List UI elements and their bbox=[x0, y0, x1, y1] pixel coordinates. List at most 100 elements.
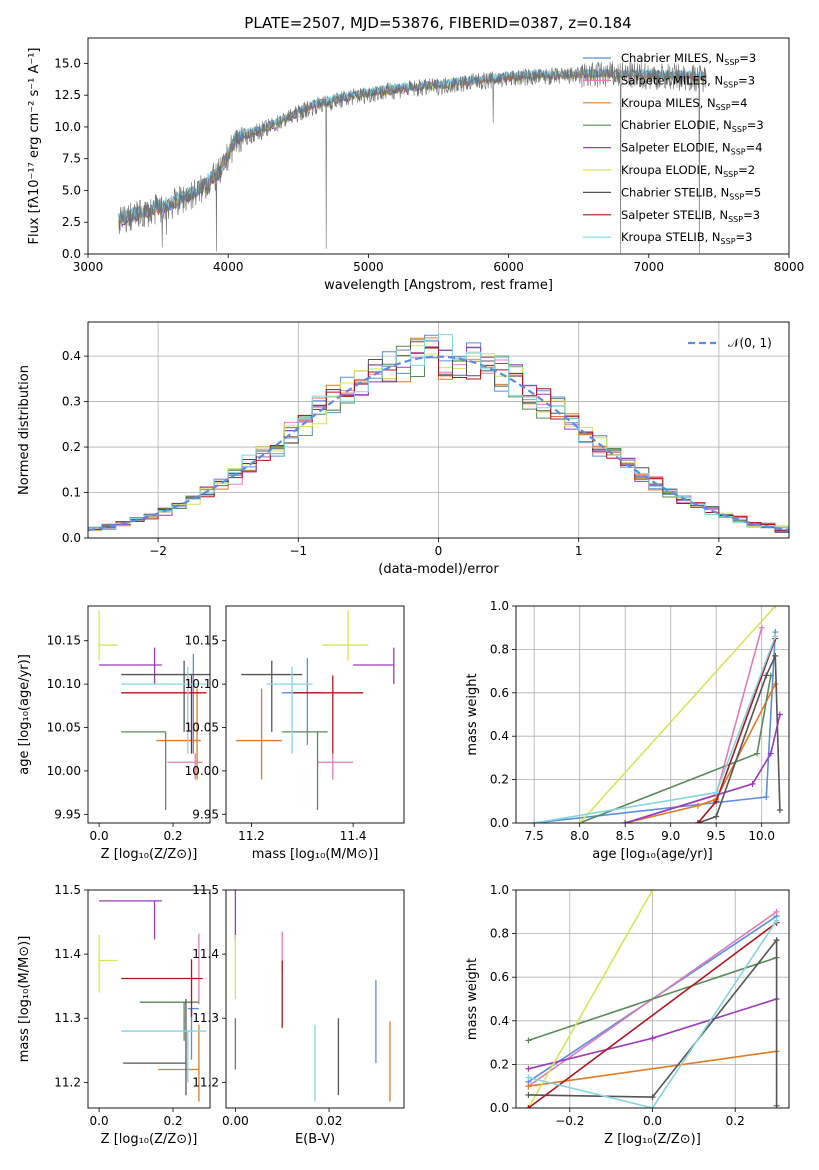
legend-subscript: SSP bbox=[716, 103, 731, 112]
errorbar-kroupa-miles bbox=[158, 1024, 200, 1102]
legend-label-salpeter-stelib: Salpeter STELIB, NSSP=3 bbox=[621, 208, 760, 224]
errorbar-salpeter-miles bbox=[191, 933, 200, 1005]
axes-frame bbox=[87, 321, 790, 539]
weight-marker-chabrier-stelib bbox=[525, 1091, 532, 1098]
weight-marker-chabrier-stelib bbox=[776, 806, 783, 813]
errorbar-chabrier-miles bbox=[187, 1007, 199, 1060]
errorbar-kroupa-elodie bbox=[98, 610, 118, 661]
weight-marker-salpeter-miles bbox=[758, 624, 765, 631]
y-tick-label: 0.2 bbox=[490, 773, 509, 787]
y-tick-label: 0.0 bbox=[490, 1101, 509, 1115]
legend-label-kroupa-elodie: Kroupa ELODIE, NSSP=2 bbox=[621, 163, 755, 179]
x-tick-label: 0.00 bbox=[222, 1114, 249, 1128]
axes-frame bbox=[225, 889, 405, 1109]
legend-label-kroupa-stelib: Kroupa STELIB, NSSP=3 bbox=[621, 230, 752, 246]
legend-count: =3 bbox=[736, 230, 753, 244]
weight-marker-kroupa-stelib bbox=[713, 789, 720, 796]
weight-marker-chabrier-elodie bbox=[525, 1037, 532, 1044]
x-axis-label: E(B-V) bbox=[295, 1132, 335, 1147]
weight-line-chabrier-stelib bbox=[528, 937, 778, 1106]
errorbar-kroupa-miles bbox=[156, 688, 201, 780]
histogram-step-salpeter-elodie bbox=[88, 340, 789, 532]
weight-line-kroupa-stelib bbox=[534, 636, 777, 823]
y-tick-label: 11.2 bbox=[192, 1075, 219, 1089]
x-axis-label: Z [log₁₀(Z/Z⊙)] bbox=[101, 1132, 198, 1147]
panel-spectrum: 3000 4000 5000 6000 7000 8000 0.0 2.5 5.0 7.5 10.0… bbox=[27, 37, 805, 293]
legend-subscript: SSP bbox=[721, 237, 736, 246]
weight-line-kroupa-stelib bbox=[528, 920, 778, 1108]
y-tick-label: 15.0 bbox=[54, 56, 81, 70]
y-axis-label: Flux [fλ10⁻¹⁷ erg cm⁻² s⁻¹ A⁻¹] bbox=[27, 48, 42, 245]
weight-marker-kroupa-elodie bbox=[772, 606, 779, 609]
y-axis-label: age [log₁₀(age/yr)] bbox=[17, 654, 32, 775]
errorbar-kroupa-stelib bbox=[121, 666, 207, 754]
weight-marker-chabrier-stelib bbox=[773, 937, 780, 944]
panel-weight-vs-Z: −0.2 0.0 0.2 0.0 0.2 0.4 0.6 0.8 1.0 Z [log₁₀(Z/Z… bbox=[465, 883, 790, 1147]
weight-marker-salpeter-stelib bbox=[525, 1105, 532, 1108]
plot-area bbox=[118, 61, 707, 254]
x-tick-label: 0.2 bbox=[163, 829, 182, 843]
legend-count: =4 bbox=[746, 141, 763, 155]
legend-count: =5 bbox=[744, 185, 761, 199]
y-tick-label: 0.2 bbox=[62, 440, 81, 454]
x-tick-label: 3000 bbox=[73, 260, 104, 274]
x-axis-label: wavelength [Angstrom, rest frame] bbox=[324, 278, 553, 293]
legend-label-salpeter-elodie: Salpeter ELODIE, NSSP=4 bbox=[621, 141, 763, 157]
weight-marker-salpeter-stelib bbox=[713, 798, 720, 805]
legend-count: =2 bbox=[738, 163, 755, 177]
y-tick-label: 10.15 bbox=[185, 634, 219, 648]
errorbar-chabrier-elodie bbox=[139, 1001, 199, 1041]
plot-area bbox=[516, 606, 789, 823]
weight-marker-chabrier-stelib bbox=[713, 813, 720, 820]
weight-marker-chabrier-stelib bbox=[649, 1094, 656, 1101]
y-tick-label: 0.2 bbox=[490, 1057, 509, 1071]
x-tick-label: 8000 bbox=[774, 260, 805, 274]
y-tick-label: 10.05 bbox=[185, 721, 219, 735]
weight-line-salpeter-elodie bbox=[624, 714, 781, 823]
plot-area bbox=[516, 890, 789, 1108]
x-axis-label: (data-model)/error bbox=[378, 562, 499, 577]
errorbar-chabrier-stelib bbox=[241, 660, 303, 732]
x-tick-label: 0.02 bbox=[316, 1114, 343, 1128]
legend-subscript: SSP bbox=[729, 192, 744, 201]
weight-marker-kroupa-elodie bbox=[649, 890, 656, 893]
x-tick-label: −0.2 bbox=[555, 1114, 584, 1128]
legend: Chabrier MILES, NSSP=3 Salpeter MILES, NS… bbox=[583, 51, 764, 246]
y-tick-label: 0.4 bbox=[62, 349, 81, 363]
legend-label-chabrier-elodie: Chabrier ELODIE, NSSP=3 bbox=[621, 118, 764, 134]
x-tick-label: 0.2 bbox=[726, 1114, 745, 1128]
x-axis-label: Z [log₁₀(Z/Z⊙)] bbox=[604, 1132, 701, 1147]
x-tick-label: 9.0 bbox=[661, 829, 680, 843]
legend-subscript: SSP bbox=[728, 215, 743, 224]
x-tick-label: −1 bbox=[289, 544, 307, 558]
model-spectrum-kroupa-miles bbox=[118, 68, 707, 225]
weight-marker-salpeter-elodie bbox=[767, 750, 774, 757]
y-tick-label: 0.0 bbox=[62, 247, 81, 261]
weight-marker-salpeter-elodie bbox=[776, 711, 783, 718]
weight-line-kroupa-elodie bbox=[579, 606, 776, 823]
x-axis-label: age [log₁₀(age/yr)] bbox=[592, 847, 713, 862]
y-tick-label: 10.00 bbox=[185, 764, 219, 778]
x-tick-label: 0.2 bbox=[163, 1114, 182, 1128]
errorbar-kroupa-miles bbox=[236, 688, 282, 780]
legend-subscript: SSP bbox=[731, 148, 746, 157]
y-tick-label: 0.1 bbox=[62, 486, 81, 500]
y-tick-label: 11.5 bbox=[192, 883, 219, 897]
plot-area bbox=[234, 890, 391, 1102]
panel-age-vs-mass: 11.2 11.4 9.95 10.00 10.05 10.10 10.15 mass [lo… bbox=[185, 605, 405, 862]
weight-marker-chabrier-elodie bbox=[754, 750, 761, 757]
y-tick-label: 0.0 bbox=[62, 531, 81, 545]
weight-marker-chabrier-stelib bbox=[763, 672, 770, 679]
legend-label-chabrier-stelib: Chabrier STELIB, NSSP=5 bbox=[621, 185, 761, 201]
weight-marker-salpeter-elodie bbox=[649, 1035, 656, 1042]
panel-mass-vs-Z: 0.0 0.2 11.2 11.3 11.4 11.5 Z [log₁₀(Z/Z⊙)] mas… bbox=[17, 883, 211, 1147]
weight-line-chabrier-elodie bbox=[528, 956, 777, 1042]
x-axis-label: Z [log₁₀(Z/Z⊙)] bbox=[101, 847, 198, 862]
weight-marker-chabrier-stelib bbox=[772, 652, 779, 659]
x-tick-label: 0.0 bbox=[643, 1114, 662, 1128]
y-tick-label: 0.3 bbox=[62, 395, 81, 409]
axes-frame bbox=[515, 605, 790, 824]
y-tick-label: 2.5 bbox=[62, 215, 81, 229]
x-tick-label: 8.5 bbox=[616, 829, 635, 843]
